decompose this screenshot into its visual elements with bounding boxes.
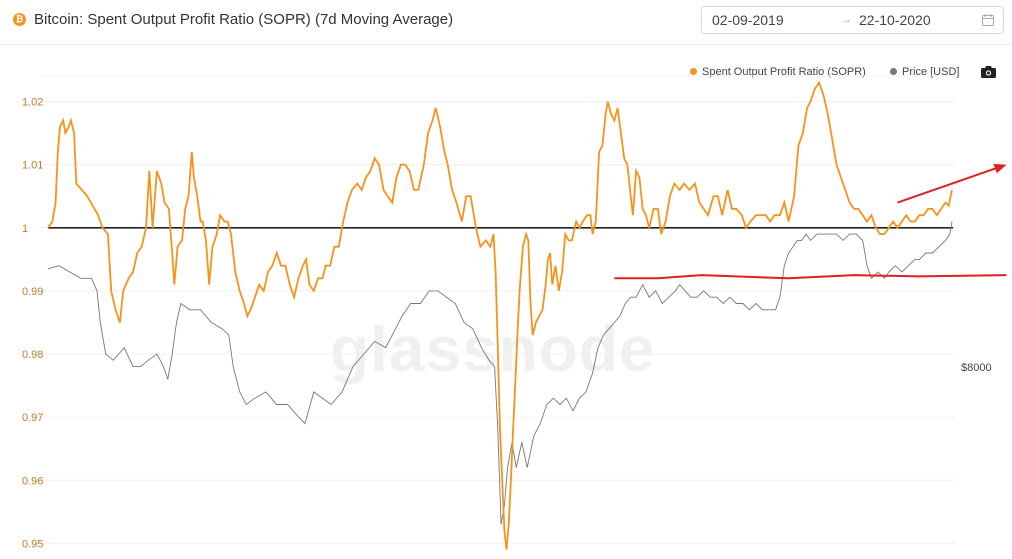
y-tick-label: 1 bbox=[22, 223, 28, 235]
left-axis-ticks: 0.95 0.96 0.97 0.98 0.99 1 1.01 1.02 bbox=[22, 97, 43, 551]
y-tick-label: 0.95 bbox=[22, 538, 43, 550]
date-end-input[interactable]: 22-10-2020 bbox=[859, 12, 931, 28]
legend-label-price: Price [USD] bbox=[902, 66, 960, 78]
watermark: glassnode bbox=[330, 313, 656, 385]
calendar-icon[interactable] bbox=[982, 14, 994, 26]
price-series-line bbox=[47, 221, 953, 525]
annotation-support-curve bbox=[614, 274, 1007, 280]
legend-item-price[interactable]: Price [USD] bbox=[890, 66, 959, 78]
y-tick-label: 1.01 bbox=[22, 160, 43, 172]
annotation-arrowhead bbox=[993, 163, 1007, 174]
right-axis-ticks: $8000 bbox=[961, 362, 992, 374]
date-start-input[interactable]: 02-09-2019 bbox=[712, 12, 784, 28]
sopr-series-line bbox=[47, 80, 953, 550]
y-tick-label: 0.96 bbox=[22, 475, 43, 487]
annotation-trend-arrow bbox=[897, 165, 1001, 204]
date-separator-arrow: → bbox=[840, 12, 852, 26]
price-legend-dot bbox=[890, 68, 897, 75]
camera-icon[interactable] bbox=[981, 66, 996, 78]
y-tick-label: 0.97 bbox=[22, 412, 43, 424]
sopr-legend-dot bbox=[690, 68, 697, 75]
chart-title: Bitcoin: Spent Output Profit Ratio (SOPR… bbox=[34, 11, 454, 28]
date-range-picker[interactable]: 02-09-2019 → 22-10-2020 bbox=[701, 6, 1004, 34]
chart-header: ₿ Bitcoin: Spent Output Profit Ratio (SO… bbox=[0, 0, 1012, 45]
bitcoin-icon: ₿ bbox=[13, 13, 26, 26]
legend-item-sopr[interactable]: Spent Output Profit Ratio (SOPR) bbox=[690, 66, 866, 78]
y-tick-label: 0.98 bbox=[22, 349, 43, 361]
y-tick-label: 0.99 bbox=[22, 286, 43, 298]
legend-label-sopr: Spent Output Profit Ratio (SOPR) bbox=[702, 66, 866, 78]
right-axis-tick-label: $8000 bbox=[961, 362, 992, 374]
y-tick-label: 1.02 bbox=[22, 97, 43, 109]
